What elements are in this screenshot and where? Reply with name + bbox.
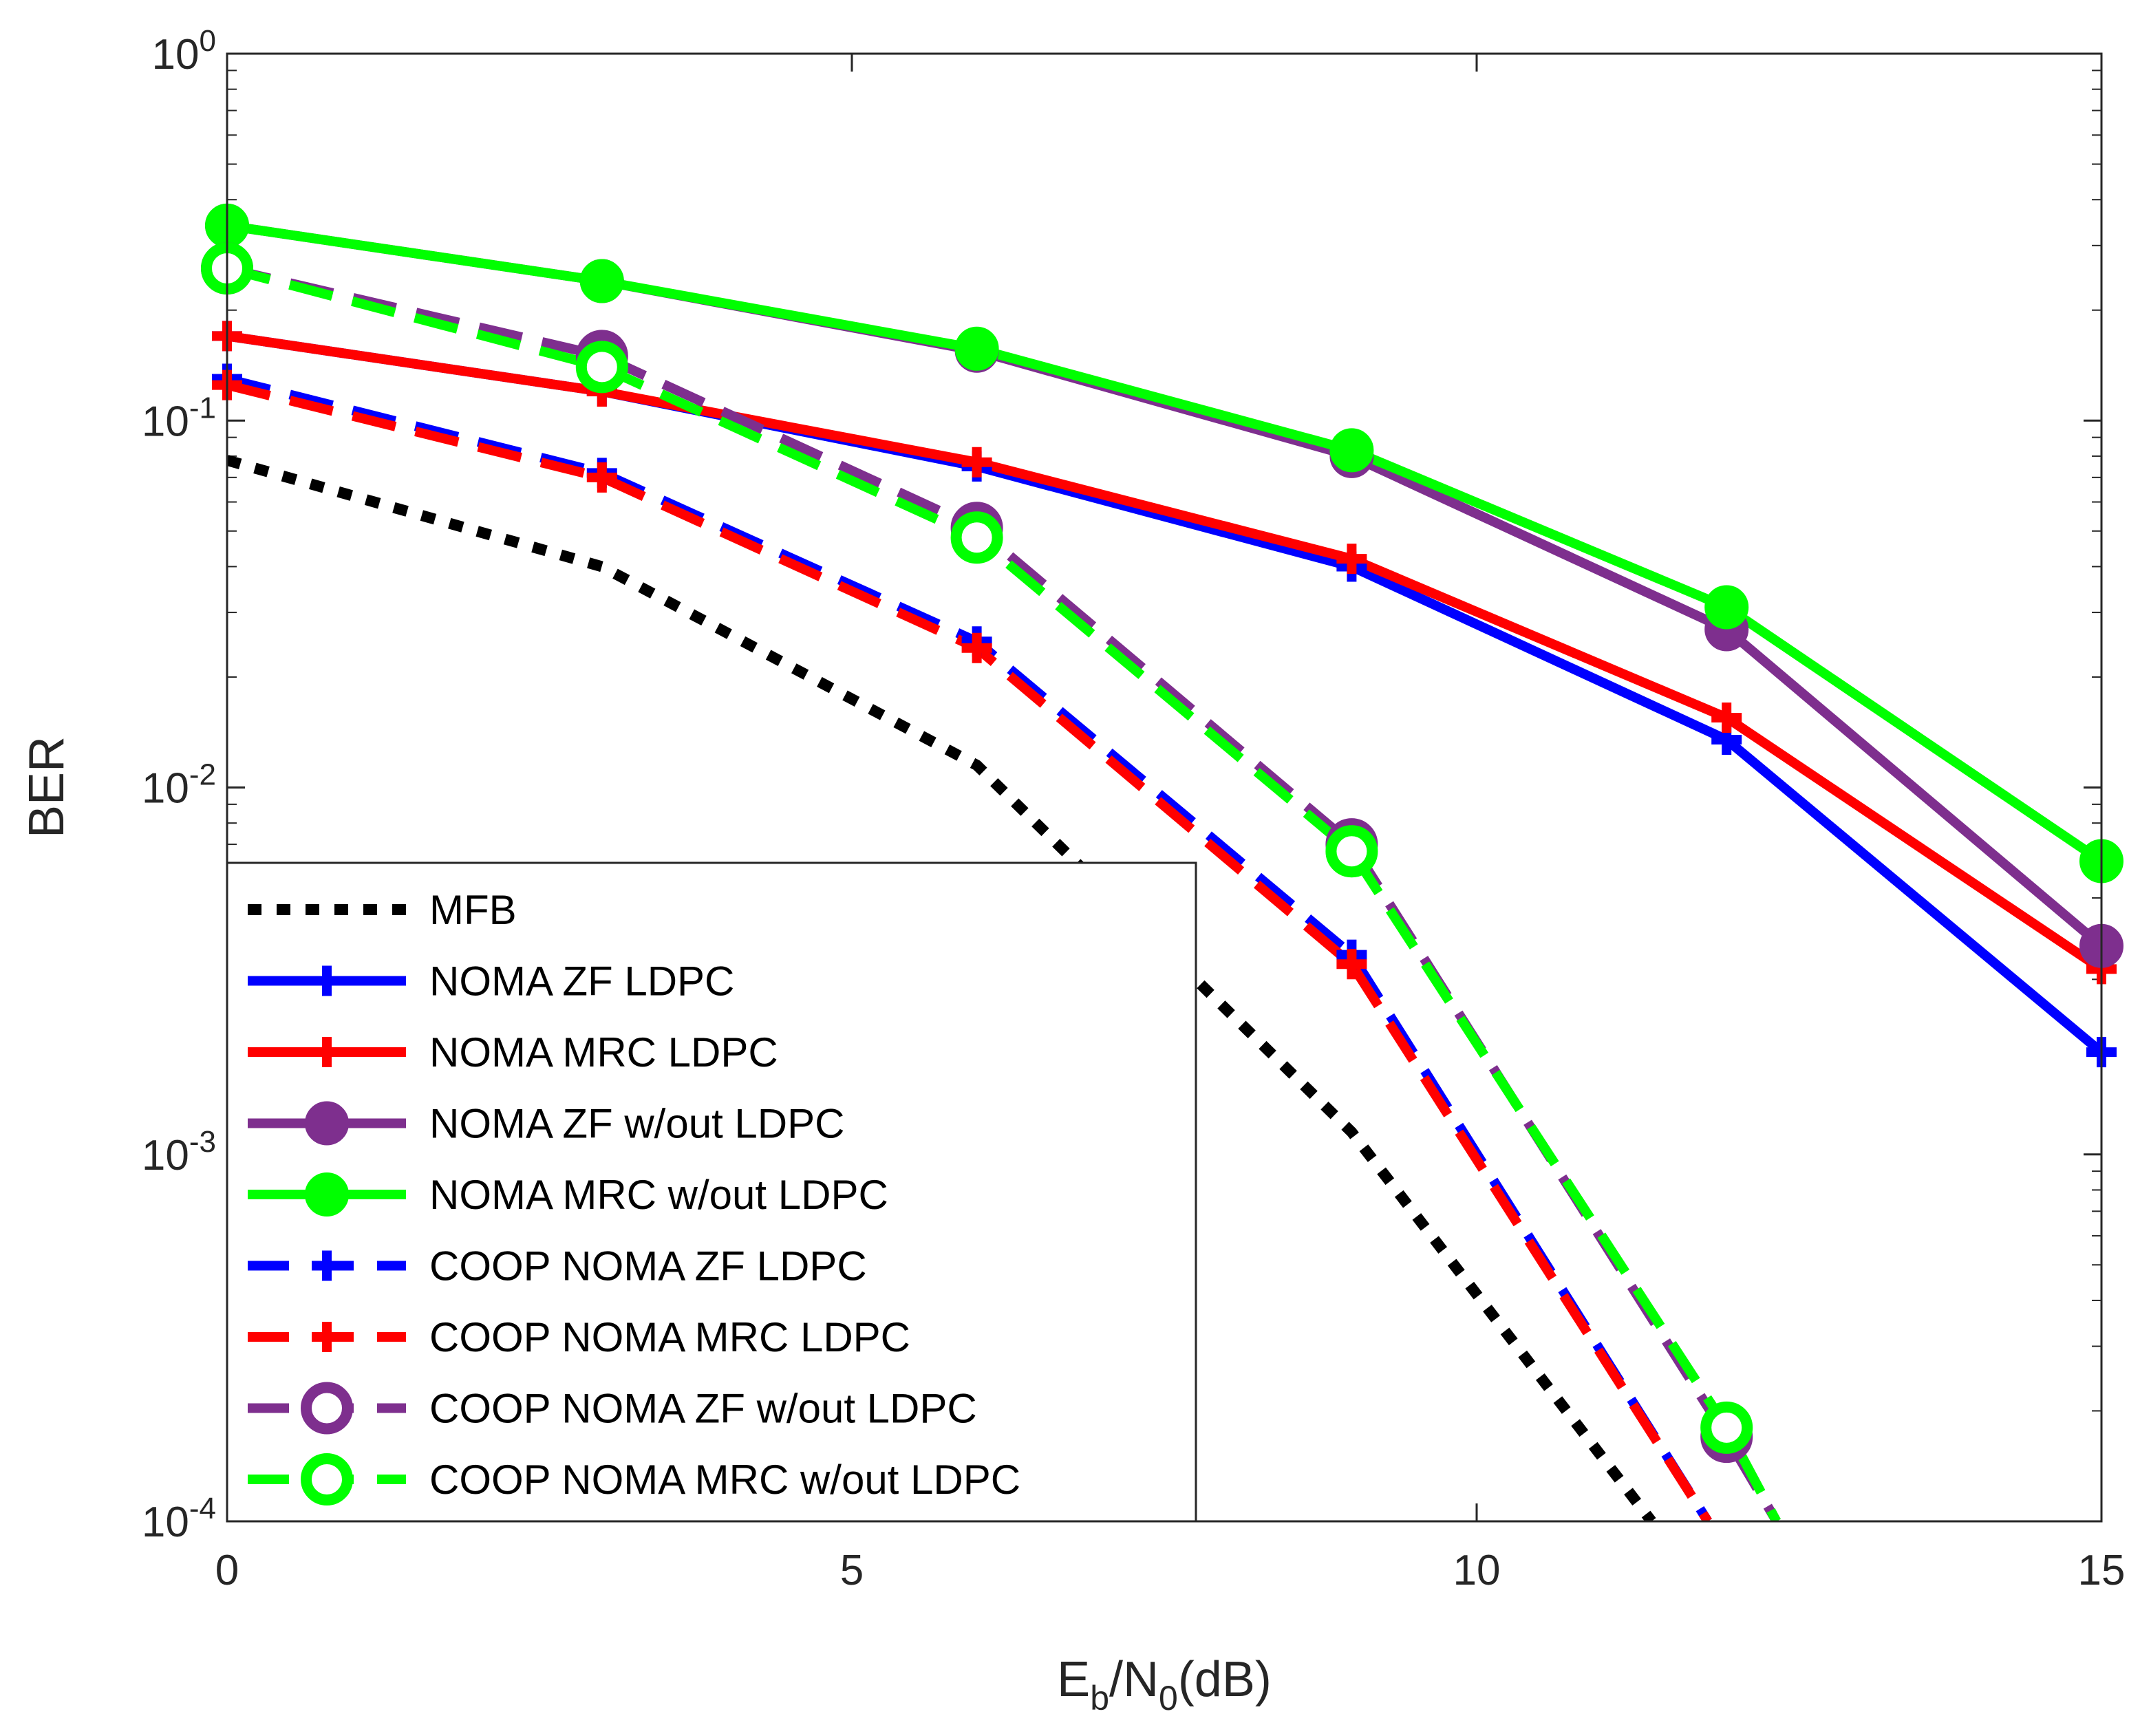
- legend-label-mfb: MFB: [429, 887, 517, 933]
- series-line-0: [227, 455, 1656, 1521]
- legend-label-coop-noma-mrc-wout-ldpc: COOP NOMA MRC w/out LDPC: [429, 1457, 1020, 1503]
- series-6-point-1: [586, 462, 617, 493]
- x-tick-label-10: 10: [1453, 1547, 1501, 1594]
- legend-label-noma-mrc-ldpc: NOMA MRC LDPC: [429, 1029, 778, 1075]
- legend-sample-marker-8: [301, 1453, 353, 1505]
- series-4-point-4: [1704, 585, 1749, 630]
- series-2-point-3: [1336, 544, 1367, 575]
- y-tick-label-1e-3: 10-3: [142, 1125, 216, 1179]
- series-lines: [227, 220, 2101, 1521]
- y-tick-label-1e-1: 10-1: [142, 391, 216, 445]
- legend-label-noma-mrc-wout-ldpc: NOMA MRC w/out LDPC: [429, 1172, 888, 1218]
- x-tick-label-5: 5: [840, 1547, 864, 1594]
- series-4-point-3: [1329, 428, 1374, 473]
- legend: MFB NOMA ZF LDPC NOMA MRC LDPC NOMA ZF w…: [226, 861, 1197, 1523]
- series-8-point-2: [950, 511, 1003, 564]
- y-tick-label-1e-2: 10-2: [142, 758, 216, 813]
- series-8-point-3: [1325, 825, 1378, 878]
- series-2-point-2: [961, 447, 992, 478]
- series-2-point-4: [1711, 703, 1742, 733]
- x-axis-label: Eb/N0(dB): [1057, 1652, 1272, 1717]
- y-axis-label: BER: [19, 736, 74, 838]
- series-markers: [201, 203, 2123, 1464]
- legend-sample-marker-6: [312, 1322, 342, 1352]
- legend-label-coop-noma-mrc-ldpc: COOP NOMA MRC LDPC: [429, 1314, 910, 1360]
- legend-sample-marker-5: [312, 1250, 342, 1281]
- y-tick-label-1e0: 100: [152, 24, 216, 78]
- series-6-point-3: [1336, 949, 1367, 980]
- legend-label-noma-zf-ldpc: NOMA ZF LDPC: [429, 958, 734, 1005]
- legend-label-coop-noma-zf-wout-ldpc: COOP NOMA ZF w/out LDPC: [429, 1386, 977, 1432]
- legend-sample-marker-4: [305, 1172, 349, 1217]
- x-tick-label-0: 0: [215, 1547, 239, 1594]
- series-line-8: [227, 264, 1781, 1521]
- legend-sample-marker-1: [312, 965, 342, 996]
- series-8-point-4: [1700, 1401, 1753, 1454]
- series-6-point-2: [961, 632, 992, 663]
- legend-sample-marker-3: [305, 1101, 349, 1146]
- series-line-2: [227, 331, 2101, 974]
- legend-label-coop-noma-zf-ldpc: COOP NOMA ZF LDPC: [429, 1243, 867, 1289]
- series-4-point-2: [954, 326, 999, 371]
- legend-samples: [248, 904, 406, 1505]
- legend-sample-marker-7: [301, 1382, 353, 1435]
- legend-sample-marker-2: [312, 1037, 342, 1067]
- y-tick-label-1e-4: 10-4: [142, 1492, 216, 1546]
- x-tick-label-15: 15: [2078, 1547, 2126, 1594]
- series-4-point-1: [579, 259, 624, 303]
- series-line-4: [227, 220, 2101, 866]
- legend-label-noma-zf-wout-ldpc: NOMA ZF w/out LDPC: [429, 1101, 844, 1147]
- series-8-point-1: [575, 341, 628, 394]
